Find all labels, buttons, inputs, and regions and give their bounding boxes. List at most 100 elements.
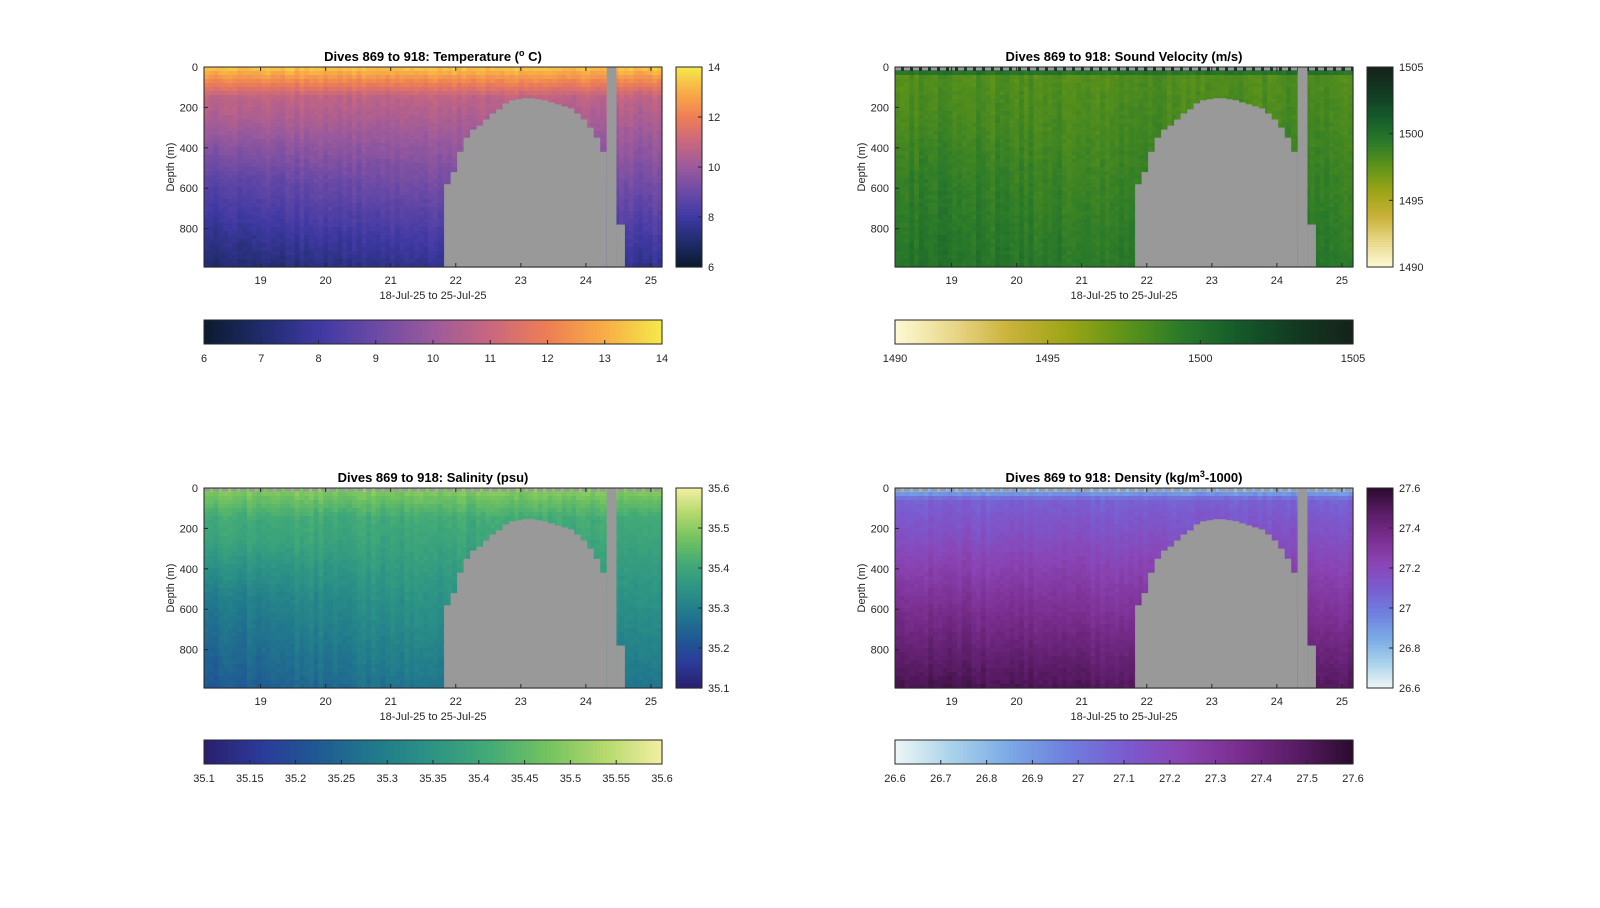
colorbar-tick-label: 12 [708, 112, 720, 124]
x-axis-label: 18-Jul-25 to 25-Jul-25 [379, 290, 486, 302]
colorbar-tick-label: 35.4 [468, 773, 489, 785]
no-data-bottom [1307, 646, 1315, 688]
x-tick-label: 25 [645, 275, 657, 287]
y-axis-label: Depth (m) [856, 564, 868, 613]
y-tick-label: 200 [180, 523, 198, 535]
y-axis-label: Depth (m) [165, 143, 177, 192]
colorbar-tick-label: 27 [1072, 773, 1084, 785]
y-tick-label: 600 [871, 183, 889, 195]
x-tick-label: 25 [645, 696, 657, 708]
colorbar-tick-label: 35.35 [419, 773, 447, 785]
colorbar-tick-label: 27.2 [1159, 773, 1180, 785]
no-data-bottom [616, 646, 624, 688]
x-tick-label: 24 [580, 275, 592, 287]
y-tick-label: 600 [180, 604, 198, 616]
colorbar-tick-label: 27 [1399, 603, 1411, 615]
y-tick-label: 400 [180, 143, 198, 155]
colorbar-tick-label: 1500 [1399, 129, 1423, 141]
chart-title: Dives 869 to 918: Density (kg/m3-1000) [1006, 469, 1243, 485]
y-tick-label: 800 [180, 645, 198, 657]
x-tick-label: 22 [1141, 696, 1153, 708]
colorbar-tick-label: 1495 [1399, 195, 1423, 207]
no-data-column [607, 67, 617, 267]
colorbar-vertical: 35.135.235.335.435.535.6 [676, 483, 729, 695]
x-tick-label: 24 [1271, 696, 1283, 708]
x-tick-label: 19 [945, 696, 957, 708]
colorbar-tick-label: 8 [708, 212, 714, 224]
colorbar-tick-label: 35.15 [236, 773, 264, 785]
colorbar-tick-label: 1505 [1341, 353, 1365, 365]
colorbar-vertical: 26.6 26.8 27 27.2 27.4 27.6 [1367, 483, 1420, 695]
colorbar-tick-label: 1490 [883, 353, 907, 365]
colorbar-horizontal: 1490 1495 1500 1505 [883, 320, 1365, 365]
colorbar-tick-label: 35.3 [708, 603, 729, 615]
no-data-bottom [616, 225, 624, 267]
colorbar-tick-label: 27.5 [1296, 773, 1317, 785]
y-tick-label: 800 [871, 224, 889, 236]
colorbar-tick-label: 26.7 [930, 773, 951, 785]
colorbar-tick-label: 35.1 [708, 683, 729, 695]
colorbar-tick-label: 27.2 [1399, 563, 1420, 575]
x-tick-label: 19 [254, 275, 266, 287]
colorbar-tick-label: 9 [373, 353, 379, 365]
x-tick-label: 23 [1206, 275, 1218, 287]
colorbar-tick-label: 1490 [1399, 262, 1423, 274]
colorbar-tick-label: 27.6 [1399, 483, 1420, 495]
x-tick-label: 19 [254, 696, 266, 708]
y-tick-label: 200 [871, 523, 889, 535]
colorbar-tick-label: 10 [427, 353, 439, 365]
no-data-bottom [1307, 225, 1315, 267]
colorbar-tick-label: 35.6 [708, 483, 729, 495]
colorbar-tick-label: 14 [656, 353, 668, 365]
colorbar-tick-label: 35.5 [560, 773, 581, 785]
y-axis-label: Depth (m) [856, 143, 868, 192]
x-tick-label: 21 [385, 275, 397, 287]
x-tick-label: 23 [515, 275, 527, 287]
x-axis-label: 18-Jul-25 to 25-Jul-25 [1070, 290, 1177, 302]
x-tick-label: 21 [1076, 275, 1088, 287]
y-axis-label: Depth (m) [165, 564, 177, 613]
colorbar-tick-label: 1495 [1035, 353, 1059, 365]
colorbar-tick-label: 26.8 [1399, 643, 1420, 655]
colorbar-tick-label: 27.1 [1113, 773, 1134, 785]
y-tick-label: 400 [871, 143, 889, 155]
colorbar-tick-label: 13 [599, 353, 611, 365]
x-tick-label: 22 [1141, 275, 1153, 287]
colorbar-tick-label: 35.4 [708, 563, 729, 575]
colorbar-tick-label: 26.8 [976, 773, 997, 785]
chart-title: Dives 869 to 918: Sound Velocity (m/s) [1006, 49, 1243, 64]
colorbar-tick-label: 26.6 [1399, 683, 1420, 695]
y-tick-label: 600 [871, 604, 889, 616]
x-tick-label: 25 [1336, 696, 1348, 708]
x-tick-label: 20 [320, 696, 332, 708]
colorbar-tick-label: 27.4 [1399, 523, 1420, 535]
no-data-column [607, 488, 617, 688]
colorbar-tick-label: 12 [541, 353, 553, 365]
x-tick-label: 22 [450, 696, 462, 708]
y-tick-label: 200 [180, 102, 198, 114]
colorbar-tick-label: 26.6 [884, 773, 905, 785]
chart-title: Dives 869 to 918: Salinity (psu) [338, 470, 529, 485]
y-tick-label: 0 [192, 483, 198, 495]
colorbar-horizontal: 35.1 35.15 35.2 35.25 35.3 35.35 35.4 35.45 35.5… [193, 740, 672, 785]
y-tick-label: 800 [180, 224, 198, 236]
x-tick-label: 22 [450, 275, 462, 287]
x-axis-label: 18-Jul-25 to 25-Jul-25 [1070, 711, 1177, 723]
colorbar-tick-label: 27.6 [1342, 773, 1363, 785]
colorbar-tick-label: 6 [201, 353, 207, 365]
colorbar-tick-label: 8 [315, 353, 321, 365]
y-tick-label: 0 [883, 62, 889, 74]
x-tick-label: 23 [515, 696, 527, 708]
colorbar-tick-label: 11 [485, 353, 496, 365]
colorbar-tick-label: 27.3 [1205, 773, 1226, 785]
colorbar-tick-label: 26.9 [1022, 773, 1043, 785]
colorbar-tick-label: 35.55 [602, 773, 630, 785]
x-tick-label: 20 [320, 275, 332, 287]
y-tick-label: 0 [883, 483, 889, 495]
